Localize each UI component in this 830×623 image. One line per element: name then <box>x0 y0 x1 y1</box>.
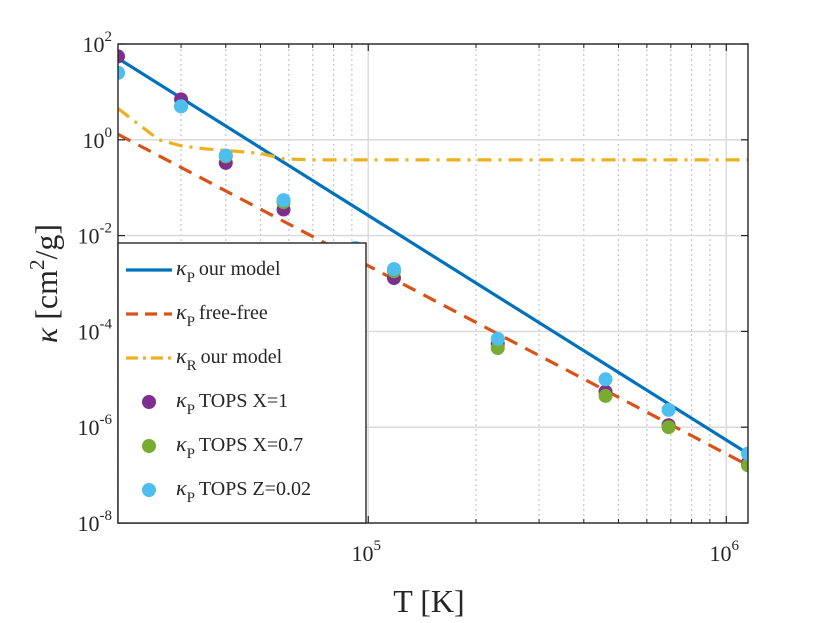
legend-subscript: P <box>187 314 195 330</box>
legend-item: κP TOPS Z=0.02 <box>142 475 311 506</box>
data-point <box>598 388 613 403</box>
y-axis-label: κ [cm2/g] <box>25 224 64 343</box>
y-tick-exponent: 0 <box>105 125 113 141</box>
data-point <box>598 372 613 387</box>
y-tick-label: 10-8 <box>78 508 113 536</box>
x-tick-exponent: 5 <box>373 538 381 554</box>
legend-text: TOPS Z=0.02 <box>199 478 311 500</box>
y-tick-exponent: -2 <box>100 221 113 237</box>
y-tick-exponent: -8 <box>100 508 113 524</box>
legend-symbol: κ <box>176 475 187 500</box>
y-tick-exponent: -6 <box>100 412 113 428</box>
legend-item: κP free-free <box>126 299 268 330</box>
legend-symbol: κ <box>176 387 187 412</box>
legend-label: κP TOPS X=1 <box>176 387 288 418</box>
y-tick-exponent: -4 <box>100 316 113 332</box>
x-tick-exponent: 6 <box>732 538 740 554</box>
data-point <box>741 446 748 461</box>
plot-series <box>118 49 748 473</box>
legend-text: free-free <box>199 302 268 324</box>
y-tick-exponent: 2 <box>105 29 113 45</box>
legend-item: κP TOPS X=1 <box>142 387 288 418</box>
x-tick-base: 10 <box>351 541 373 566</box>
y-axis-text: [cm <box>28 270 64 328</box>
y-axis-symbol: κ <box>28 327 64 343</box>
legend-label: κP TOPS Z=0.02 <box>176 475 311 506</box>
legend-subscript: P <box>187 270 195 286</box>
legend-item: κP TOPS X=0.7 <box>142 431 303 462</box>
legend-label: κP free-free <box>176 299 268 330</box>
legend-subscript: R <box>187 358 197 374</box>
legend-subscript: P <box>187 402 195 418</box>
legend-subscript: P <box>187 446 195 462</box>
data-point <box>386 262 401 277</box>
data-point <box>490 331 505 346</box>
legend-label: κP our model <box>176 255 281 286</box>
y-tick-label: 10-4 <box>78 316 113 344</box>
data-point <box>174 99 189 114</box>
legend-item: κR our model <box>126 343 283 374</box>
series-line-1 <box>118 132 748 467</box>
legend-marker-swatch <box>142 395 156 409</box>
y-tick-label: 10-2 <box>78 221 113 249</box>
legend-symbol: κ <box>176 343 187 368</box>
legend-symbol: κ <box>176 255 187 280</box>
series-line-0 <box>118 57 748 456</box>
y-tick-base: 10 <box>78 415 100 440</box>
legend-subscript: P <box>187 490 195 506</box>
legend-text: TOPS X=1 <box>199 390 288 412</box>
y-tick-base: 10 <box>78 224 100 249</box>
y-tick-base: 10 <box>83 32 105 57</box>
y-tick-label: 10-6 <box>78 412 113 440</box>
legend-symbol: κ <box>176 431 187 456</box>
legend-item: κP our model <box>126 255 281 286</box>
legend-label: κR our model <box>176 343 283 374</box>
data-point <box>741 458 748 473</box>
y-tick-base: 10 <box>83 128 105 153</box>
x-axis-label: T [K] <box>393 583 464 619</box>
x-tick-label: 106 <box>710 538 740 566</box>
data-point <box>218 148 233 163</box>
data-point <box>661 402 676 417</box>
y-tick-label: 100 <box>83 125 113 153</box>
legend-symbol: κ <box>176 299 187 324</box>
legend-box <box>117 242 367 524</box>
legend-text: our model <box>201 346 283 368</box>
y-axis-text-tail: /g] <box>28 224 64 260</box>
legend-marker-swatch <box>142 439 156 453</box>
data-point <box>276 193 291 208</box>
legend-text: TOPS X=0.7 <box>199 434 303 456</box>
data-point <box>661 420 676 435</box>
y-tick-base: 10 <box>78 511 100 536</box>
legend-label: κP TOPS X=0.7 <box>176 431 303 462</box>
data-point <box>118 65 125 80</box>
legend-text: our model <box>199 258 281 280</box>
x-tick-base: 10 <box>710 541 732 566</box>
legend-marker-swatch <box>142 483 156 497</box>
data-point <box>118 49 125 64</box>
x-tick-label: 105 <box>351 538 381 566</box>
y-tick-label: 102 <box>83 29 113 57</box>
y-axis-superscript: 2 <box>25 259 49 270</box>
y-tick-base: 10 <box>78 319 100 344</box>
